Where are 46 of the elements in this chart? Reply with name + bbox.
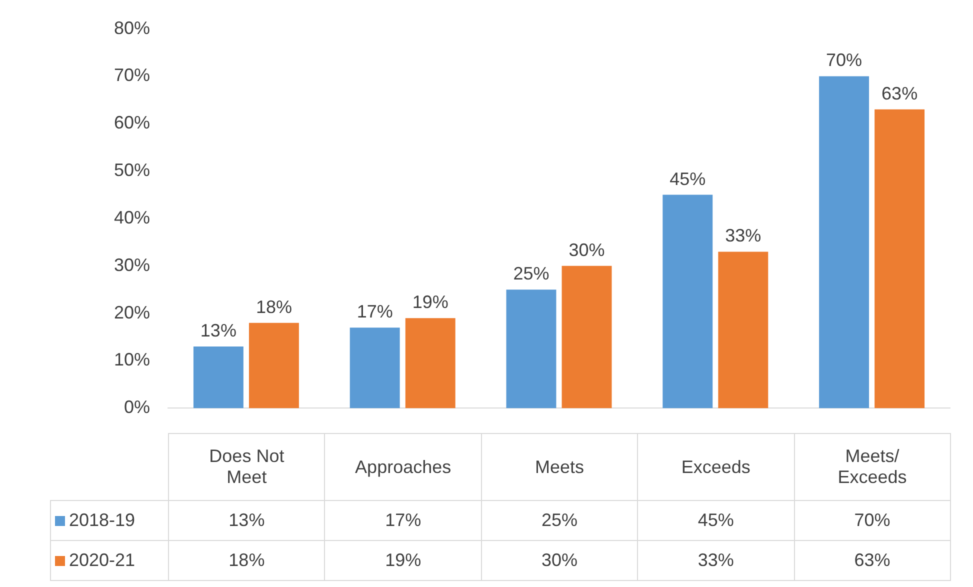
bar [506,290,556,408]
text: 30% [568,240,605,260]
x-tick-label: Meets [481,434,638,500]
data-label: 25% [481,500,638,540]
text: 45% [670,168,706,189]
bar [718,252,768,408]
y-tick-label: 30% [114,254,150,275]
text: 70% [826,50,862,70]
legend-label: 2020-21 [50,540,168,580]
data-label: 19% [324,540,482,580]
data-label: 33% [638,540,794,580]
text: 63% [882,83,918,104]
data-label: 45% [638,500,794,540]
data-label: 30% [481,540,638,580]
text: 25% [513,264,550,284]
y-tick-label: 60% [114,112,150,133]
legend-label: 2018-19 [50,500,168,540]
y-tick-label: 70% [114,65,150,86]
bar [662,194,713,408]
text: 13% [200,320,236,341]
data-label: 63% [794,540,950,580]
x-tick-label: Meets/ Exceeds [794,434,950,500]
bar [248,322,299,408]
y-tick-label: 80% [114,18,150,38]
x-tick-label: Approaches [324,434,482,500]
x-tick-label: Exceeds [638,434,794,500]
x-tick-label: Does Not Meet [168,434,325,500]
bar [562,266,612,408]
data-label: 70% [794,500,950,540]
y-tick-label: 40% [114,207,150,228]
bar [193,346,244,408]
y-tick-label: 20% [114,302,150,322]
bar [874,109,925,408]
text: 18% [256,296,292,317]
text: 17% [356,302,393,322]
data-label: 18% [168,540,325,580]
bar [405,318,456,408]
data-label: 13% [168,500,325,540]
y-tick-label: 10% [114,350,150,370]
data-label: 17% [324,500,482,540]
text: 33% [725,226,762,246]
bar [819,76,870,408]
text: 19% [412,292,448,312]
y-tick-label: 0% [124,397,150,418]
y-tick-label: 50% [114,160,150,180]
bar [350,328,400,408]
